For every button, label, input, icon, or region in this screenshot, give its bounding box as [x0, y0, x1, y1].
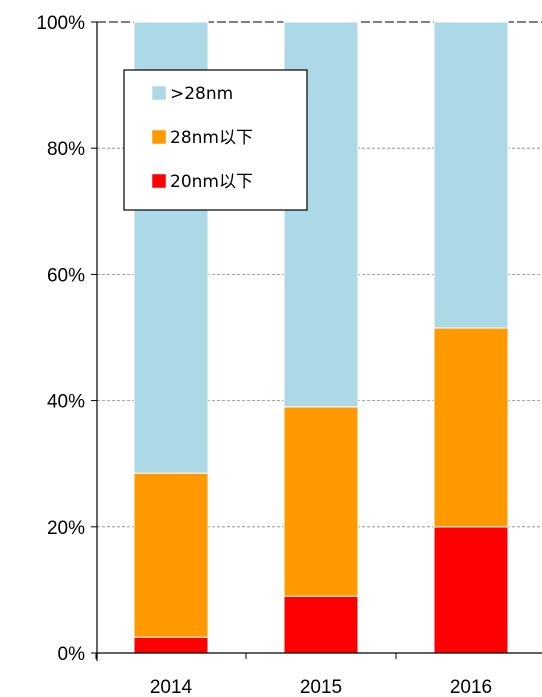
bar-segment [133, 472, 209, 638]
legend-label: >28nm [170, 84, 233, 104]
y-tick-label: 20% [47, 518, 85, 539]
bar-segment [133, 636, 209, 654]
bar-segment [283, 406, 359, 597]
bar-segment [433, 21, 509, 329]
x-axis-ticks: 2014 2015 2016 [95, 653, 492, 697]
legend-label: 28nm以下 [170, 128, 253, 148]
bar-segment [433, 327, 509, 528]
bar-segment [283, 595, 359, 654]
y-tick-label: 100% [36, 13, 85, 34]
legend-swatch [151, 129, 167, 145]
bar-segment [433, 526, 509, 654]
y-tick-label: 0% [58, 644, 86, 665]
y-tick-label: 40% [47, 392, 85, 413]
legend: >28nm 28nm以下 20nm以下 [123, 69, 308, 211]
axes [96, 22, 542, 661]
legend-label: 20nm以下 [170, 172, 253, 192]
y-tick-label: 60% [47, 265, 85, 286]
x-tick-label: 2014 [150, 677, 193, 697]
x-tick-label: 2016 [450, 677, 492, 697]
legend-swatch [151, 173, 167, 189]
y-axis-ticks: 0% 20% 40% 60% 80% 100% [36, 13, 97, 665]
legend-swatch [151, 85, 167, 101]
x-tick-label: 2015 [300, 677, 342, 697]
y-tick-label: 80% [47, 139, 85, 160]
